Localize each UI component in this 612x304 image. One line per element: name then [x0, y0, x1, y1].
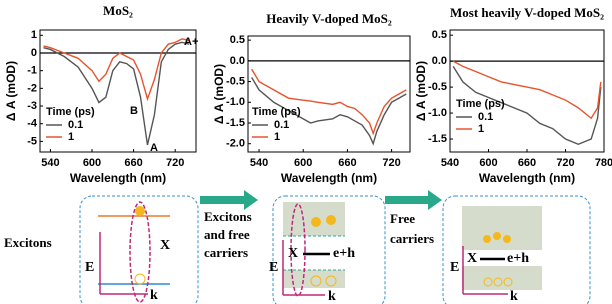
- caption: carriers: [390, 231, 434, 246]
- process-arrow: [200, 190, 258, 210]
- pair-label: e+h: [333, 246, 355, 261]
- x-tick-label: 540: [441, 157, 459, 169]
- legend-label: 0.1: [68, 119, 83, 131]
- schematic: Excitons Excitons and free carriers Free…: [4, 190, 590, 304]
- x-tick-label: 600: [294, 157, 312, 169]
- x-tick-label: 660: [338, 157, 356, 169]
- y-tick-label: -0.5: [428, 81, 447, 93]
- plot-frame: [248, 36, 410, 152]
- process-arrow: [385, 190, 442, 210]
- x-tick-label: 720: [382, 157, 400, 169]
- legend-label: 1: [68, 131, 74, 143]
- plot-frame: [40, 30, 196, 152]
- x-axis-label: Wavelength (nm): [70, 171, 166, 185]
- electron: [503, 235, 511, 243]
- y-tick-label: -1.5: [428, 133, 447, 145]
- y-tick-label: -1.0: [428, 107, 447, 119]
- chart-title: Most heavily V-doped MoS₂: [450, 5, 604, 20]
- caption: carriers: [204, 245, 248, 260]
- momentum-label: k: [328, 289, 336, 304]
- exciton-label: X: [160, 238, 170, 253]
- y-tick-label: -2.0: [226, 138, 245, 150]
- x-tick-label: 660: [124, 157, 142, 169]
- chart-title: MoS₂: [103, 3, 133, 18]
- x-tick-label: 720: [556, 157, 574, 169]
- band-fill: [462, 266, 542, 290]
- chart-title: Heavily V-doped MoS₂: [266, 11, 392, 26]
- electron: [326, 215, 336, 225]
- legend-label: 1: [274, 131, 280, 143]
- momentum-label: k: [510, 289, 518, 304]
- x-tick-label: 780: [595, 157, 612, 169]
- y-tick-label: -3: [27, 100, 37, 112]
- y-tick-label: 1: [31, 29, 37, 41]
- legend-label: 1: [478, 123, 484, 135]
- energy-label: E: [269, 260, 278, 275]
- x-tick-label: 660: [518, 157, 536, 169]
- y-tick-label: -1.0: [226, 96, 245, 108]
- y-tick-label: -5: [27, 135, 37, 147]
- x-tick-label: 540: [250, 157, 268, 169]
- energy-label: E: [450, 260, 459, 275]
- y-tick-label: 0.0: [230, 55, 245, 67]
- figure: Excitons Excitons and free carriers Free…: [0, 0, 612, 304]
- legend-label: 0.1: [478, 111, 493, 123]
- pair-label: e+h: [507, 251, 529, 266]
- caption: Free: [390, 211, 415, 226]
- exciton-label: X: [467, 251, 477, 266]
- hole: [135, 274, 145, 284]
- y-tick-label: 0.5: [230, 34, 245, 46]
- x-tick-label: 600: [479, 157, 497, 169]
- y-tick-label: 0.5: [432, 29, 447, 41]
- y-tick-label: -1.5: [226, 117, 245, 129]
- x-axis-label: Wavelength (nm): [281, 171, 377, 185]
- legend-title: Time (ps): [252, 106, 301, 118]
- series-line: [43, 42, 189, 145]
- y-tick-label: 0: [31, 47, 37, 59]
- exciton-ellipse: [130, 202, 150, 302]
- y-axis-label: Δ A (mOD): [4, 61, 18, 121]
- annotation: A: [150, 142, 158, 154]
- y-tick-label: -0.5: [226, 75, 245, 87]
- caption: Excitons: [4, 235, 52, 250]
- exciton-label: X: [288, 246, 298, 261]
- y-axis-label: Δ A (mOD): [414, 61, 428, 121]
- annotation: A+: [184, 36, 198, 48]
- band-fill: [462, 206, 542, 250]
- annotation: B: [130, 105, 138, 117]
- legend-title: Time (ps): [46, 106, 95, 118]
- x-axis-label: Wavelength (nm): [479, 171, 575, 185]
- y-tick-label: -4: [27, 118, 38, 130]
- electron: [483, 235, 491, 243]
- electron: [311, 217, 321, 227]
- y-tick-label: -2: [27, 82, 37, 94]
- y-tick-label: 0.0: [432, 55, 447, 67]
- electron: [493, 232, 501, 240]
- legend-title: Time (ps): [456, 98, 505, 110]
- series-line: [43, 39, 189, 99]
- caption: Excitons: [204, 209, 252, 224]
- x-tick-label: 720: [166, 157, 184, 169]
- y-tick-label: -1: [27, 65, 37, 77]
- y-axis-label: Δ A (mOD): [212, 64, 226, 124]
- caption: and free: [204, 227, 250, 242]
- energy-label: E: [85, 260, 94, 275]
- x-tick-label: 540: [41, 157, 59, 169]
- legend-label: 0.1: [274, 119, 289, 131]
- electron: [135, 206, 145, 216]
- momentum-label: k: [150, 288, 158, 303]
- x-tick-label: 600: [83, 157, 101, 169]
